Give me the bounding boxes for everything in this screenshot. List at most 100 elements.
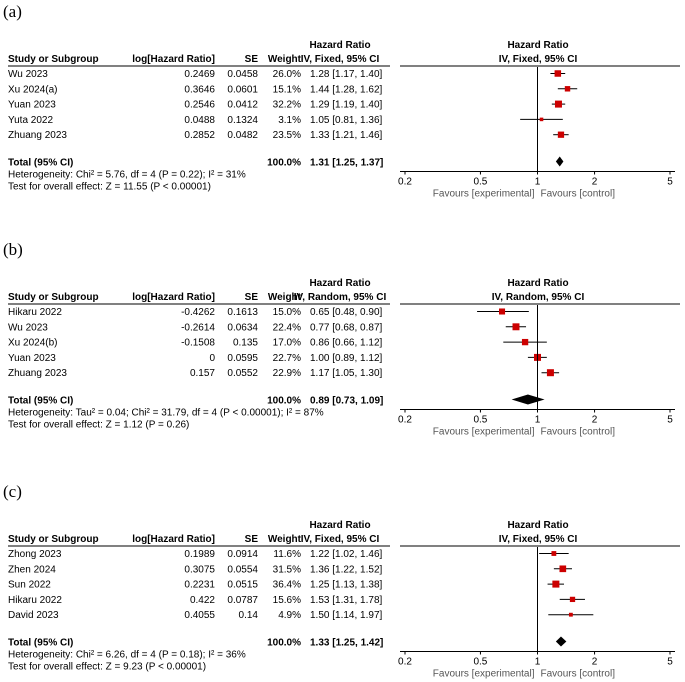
x-axis-tick-label: 0.5	[473, 177, 487, 188]
heterogeneity-stat: Heterogeneity: Chi² = 5.76, df = 4 (P = …	[8, 170, 246, 181]
x-axis-tick-label: 1	[535, 657, 541, 668]
x-axis-tick-label: 0.2	[398, 177, 412, 188]
overall-effect-stat: Test for overall effect: Z = 1.12 (P = 0…	[8, 420, 189, 431]
heterogeneity-stat: Heterogeneity: Chi² = 6.26, df = 4 (P = …	[8, 650, 246, 661]
study-log-hr: 0.3075	[184, 564, 215, 575]
study-weight: 4.9%	[278, 610, 301, 621]
pooled-effect-diamond	[555, 156, 564, 167]
total-weight: 100.0%	[267, 396, 301, 407]
study-log-hr: 0.2546	[184, 100, 215, 111]
study-weight: 23.5%	[273, 130, 301, 141]
total-weight: 100.0%	[267, 158, 301, 169]
study-point-marker	[559, 565, 567, 573]
study-weight: 22.9%	[273, 368, 301, 379]
favours-experimental-label: Favours [experimental]	[433, 669, 535, 680]
study-name: Wu 2023	[8, 69, 48, 80]
study-point-marker	[521, 338, 529, 346]
total-hr-ci: 1.33 [1.25, 1.42]	[310, 638, 383, 649]
study-se: 0.135	[233, 338, 258, 349]
study-column-header: Study or Subgroup	[8, 534, 99, 545]
study-log-hr: 0.3646	[184, 84, 215, 95]
study-weight: 22.7%	[273, 353, 301, 364]
plot-column-header: Hazard Ratio	[507, 40, 568, 51]
study-hr-ci: 1.33 [1.21, 1.46]	[310, 130, 383, 141]
heterogeneity-stat: Heterogeneity: Tau² = 0.04; Chi² = 31.79…	[8, 408, 324, 419]
study-weight: 22.4%	[273, 322, 301, 333]
study-se: 0.14	[239, 610, 259, 621]
favours-control-label: Favours [control]	[541, 189, 616, 200]
study-se: 0.0552	[227, 368, 258, 379]
study-point-marker	[554, 100, 562, 108]
total-label: Total (95% CI)	[8, 158, 73, 169]
study-hr-ci: 1.05 [0.81, 1.36]	[310, 115, 383, 126]
study-weight: 3.1%	[278, 115, 301, 126]
study-log-hr: -0.4262	[181, 307, 215, 318]
hr-column-header: Hazard Ratio	[309, 278, 370, 289]
study-point-marker	[554, 70, 562, 77]
study-log-hr: 0	[209, 353, 215, 364]
study-point-marker	[539, 117, 544, 122]
study-name: Xu 2024(a)	[8, 84, 57, 95]
x-axis-tick-label: 2	[592, 177, 598, 188]
study-log-hr: 0.2469	[184, 69, 215, 80]
overall-effect-stat: Test for overall effect: Z = 11.55 (P < …	[8, 182, 211, 193]
study-weight: 17.0%	[273, 338, 301, 349]
x-axis-tick-label: 0.5	[473, 657, 487, 668]
study-point-marker	[552, 580, 560, 588]
study-hr-ci: 1.00 [0.89, 1.12]	[310, 353, 383, 364]
study-point-marker	[568, 612, 573, 617]
study-point-marker	[512, 323, 520, 331]
hr-method-header: IV, Fixed, 95% CI	[301, 54, 380, 65]
study-hr-ci: 0.86 [0.66, 1.12]	[310, 338, 383, 349]
study-name: Yuta 2022	[8, 115, 53, 126]
study-weight: 15.1%	[273, 84, 301, 95]
study-point-marker	[557, 131, 565, 138]
x-axis-tick-label: 0.5	[473, 415, 487, 426]
study-column-header: Study or Subgroup	[8, 54, 99, 65]
study-name: Zhuang 2023	[8, 130, 67, 141]
study-point-marker	[546, 369, 554, 377]
study-hr-ci: 1.28 [1.17, 1.40]	[310, 69, 383, 80]
favours-experimental-label: Favours [experimental]	[433, 427, 535, 438]
hr-column-header: Hazard Ratio	[309, 520, 370, 531]
log-hr-column-header: log[Hazard Ratio]	[132, 534, 215, 545]
panel-label: (b)	[3, 240, 23, 259]
study-weight: 15.0%	[273, 307, 301, 318]
study-se: 0.0634	[227, 322, 258, 333]
study-point-marker	[564, 86, 571, 92]
study-hr-ci: 0.77 [0.68, 0.87]	[310, 322, 383, 333]
study-hr-ci: 1.36 [1.22, 1.52]	[310, 564, 383, 575]
total-label: Total (95% CI)	[8, 638, 73, 649]
study-point-marker	[499, 308, 506, 315]
study-se: 0.0601	[227, 84, 258, 95]
study-log-hr: -0.2614	[181, 322, 215, 333]
study-weight: 26.0%	[273, 69, 301, 80]
study-name: Xu 2024(b)	[8, 338, 57, 349]
study-weight: 11.6%	[273, 549, 301, 560]
study-se: 0.0914	[227, 549, 258, 560]
study-se: 0.1324	[227, 115, 258, 126]
total-label: Total (95% CI)	[8, 396, 73, 407]
study-log-hr: 0.0488	[184, 115, 215, 126]
hr-method-header: IV, Random, 95% CI	[294, 292, 387, 303]
study-name: Wu 2023	[8, 322, 48, 333]
total-hr-ci: 1.31 [1.25, 1.37]	[310, 158, 383, 169]
study-hr-ci: 1.25 [1.13, 1.38]	[310, 580, 383, 591]
weight-column-header: Weight	[268, 292, 302, 303]
pooled-effect-diamond	[511, 394, 545, 405]
log-hr-column-header: log[Hazard Ratio]	[132, 54, 215, 65]
overall-effect-stat: Test for overall effect: Z = 9.23 (P < 0…	[8, 662, 206, 673]
plot-method-header: IV, Fixed, 95% CI	[499, 54, 578, 65]
study-hr-ci: 1.50 [1.14, 1.97]	[310, 610, 383, 621]
plot-column-header: Hazard Ratio	[507, 278, 568, 289]
se-column-header: SE	[245, 292, 259, 303]
hr-method-header: IV, Fixed, 95% CI	[301, 534, 380, 545]
study-point-marker	[551, 551, 557, 556]
study-hr-ci: 1.44 [1.28, 1.62]	[310, 84, 383, 95]
study-name: Zhuang 2023	[8, 368, 67, 379]
study-hr-ci: 1.53 [1.31, 1.78]	[310, 595, 383, 606]
study-hr-ci: 1.17 [1.05, 1.30]	[310, 368, 383, 379]
total-weight: 100.0%	[267, 638, 301, 649]
study-se: 0.1613	[227, 307, 258, 318]
